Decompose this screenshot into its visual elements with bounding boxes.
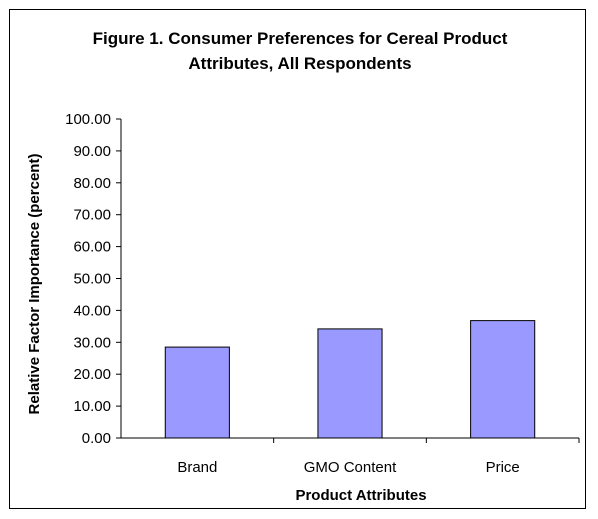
bar-gmo-content xyxy=(317,328,383,439)
x-axis-title: Product Attributes xyxy=(295,487,426,504)
x-tick-label: GMO Content xyxy=(304,459,397,476)
y-tick-label: 40.00 xyxy=(73,302,111,319)
x-tick-label: Price xyxy=(486,459,520,476)
y-tick-label: 50.00 xyxy=(73,271,111,288)
y-tick-label: 60.00 xyxy=(73,239,111,256)
y-axis-title: Relative Factor Importance (percent) xyxy=(26,154,43,415)
chart-title-line-2: Attributes, All Respondents xyxy=(188,54,411,73)
y-tick-label: 90.00 xyxy=(73,143,111,160)
chart-frame: Figure 1. Consumer Preferences for Cerea… xyxy=(9,9,586,509)
y-tick-label: 70.00 xyxy=(73,207,111,224)
chart-title-line-1: Figure 1. Consumer Preferences for Cerea… xyxy=(93,29,508,48)
y-tick-label: 80.00 xyxy=(73,175,111,192)
y-tick-label: 0.00 xyxy=(82,430,111,447)
x-axis-ticks: Brand GMO Content Price xyxy=(177,438,580,476)
y-tick-label: 30.00 xyxy=(73,334,111,351)
x-tick-label: Brand xyxy=(177,459,217,476)
bar-price xyxy=(470,320,536,439)
y-axis-ticks: 0.00 10.00 20.00 30.00 40.00 50.00 60.00 70.00 8… xyxy=(65,111,121,447)
bar-brand xyxy=(164,346,230,439)
y-tick-label: 20.00 xyxy=(73,366,111,383)
chart-svg: Figure 1. Consumer Preferences for Cerea… xyxy=(26,29,580,504)
y-tick-label: 100.00 xyxy=(65,111,111,128)
bars-group xyxy=(164,320,536,439)
y-tick-label: 10.00 xyxy=(73,398,111,415)
